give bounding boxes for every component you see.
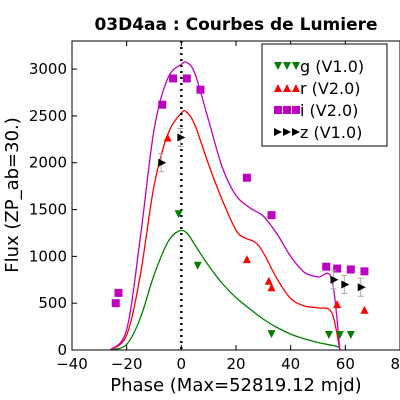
legend: g (V1.0) r (V2.0) i (V2.0) z (V1.0) [261, 43, 388, 147]
data-point [267, 330, 276, 339]
x-axis-label: Phase (Max=52819.12 mjd) [110, 375, 361, 396]
data-point [346, 331, 355, 340]
data-point [169, 74, 178, 83]
legend-marker [283, 62, 291, 70]
data-point [242, 255, 251, 264]
data-point [322, 262, 331, 271]
legend-marker [292, 106, 300, 114]
data-point [196, 85, 205, 94]
legend-marker [274, 84, 282, 92]
data-point [174, 210, 183, 219]
data-point [111, 299, 120, 308]
data-point [346, 265, 355, 274]
x-tick-label: 80 [390, 355, 400, 373]
data-point [193, 261, 202, 270]
legend-marker [274, 106, 282, 114]
legend-marker [274, 128, 282, 136]
legend-marker [283, 128, 291, 136]
legend-marker [292, 62, 300, 70]
x-tick-label: −40 [56, 355, 88, 373]
data-point [158, 100, 167, 109]
data-point [158, 158, 167, 167]
data-point [114, 288, 123, 297]
legend-label: z (V1.0) [300, 123, 362, 142]
chart-title: 03D4aa : Courbes de Lumiere [94, 15, 377, 35]
data-point [242, 173, 251, 182]
data-point [267, 211, 276, 220]
x-tick-label: 0 [177, 355, 187, 373]
data-point [324, 331, 333, 340]
x-tick-label: 40 [281, 355, 300, 373]
data-point [267, 283, 276, 292]
y-tick-label: 1000 [29, 247, 67, 265]
data-point [163, 133, 172, 142]
legend-marker [274, 62, 282, 70]
data-point [182, 74, 191, 83]
y-tick-label: 500 [38, 294, 67, 312]
y-tick-label: 1500 [29, 201, 67, 219]
y-tick-label: 2500 [29, 107, 67, 125]
model-curve-0 [110, 229, 341, 350]
data-point [335, 331, 344, 340]
model-curve-1 [109, 109, 341, 350]
data-point [333, 300, 342, 309]
y-tick-label: 3000 [29, 60, 67, 78]
legend-label: i (V2.0) [300, 101, 358, 120]
y-axis-label: Flux (ZP_ab=30.) [2, 117, 23, 273]
data-point [360, 305, 369, 314]
data-point [360, 267, 369, 276]
legend-marker [292, 84, 300, 92]
legend-label: r (V2.0) [300, 79, 361, 98]
y-tick-label: 2000 [29, 154, 67, 172]
legend-marker [292, 128, 300, 136]
x-tick-label: 20 [226, 355, 245, 373]
data-point [177, 133, 186, 142]
legend-marker [283, 84, 291, 92]
x-tick-label: 60 [336, 355, 355, 373]
data-point [357, 283, 366, 292]
data-point [333, 264, 342, 273]
data-point [341, 280, 350, 289]
legend-marker [283, 106, 291, 114]
data-point [330, 275, 339, 284]
data-point [264, 276, 273, 285]
model-curve-2 [109, 61, 341, 350]
y-tick-label: 0 [57, 341, 67, 359]
x-tick-label: −20 [111, 355, 143, 373]
legend-label: g (V1.0) [300, 57, 364, 76]
